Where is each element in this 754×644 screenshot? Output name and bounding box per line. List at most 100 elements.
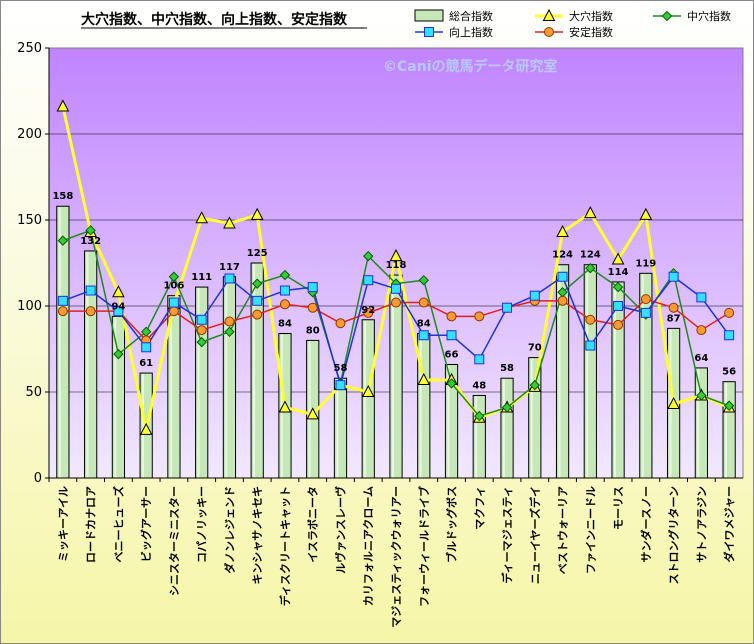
x-tick-label: シニスターミニスター — [168, 486, 181, 596]
series-point — [85, 285, 96, 296]
series-point — [224, 326, 235, 338]
series-point — [667, 396, 680, 410]
series-point — [57, 295, 68, 306]
series-point — [556, 224, 569, 238]
bar-highlight — [391, 276, 394, 478]
legend-marker — [424, 27, 434, 37]
bar-highlight — [725, 382, 728, 478]
series-point — [585, 340, 596, 351]
bar-highlight — [475, 396, 478, 478]
bar-highlight — [225, 277, 228, 478]
legend-label: 総合指数 — [449, 9, 493, 23]
series-point — [113, 306, 124, 317]
series-point — [391, 283, 401, 294]
bar-highlight — [530, 358, 533, 478]
series-point — [168, 297, 179, 308]
series-point — [196, 325, 207, 336]
bar — [500, 377, 514, 479]
series-point — [639, 207, 653, 220]
y-tick-label: 250 — [17, 41, 42, 56]
x-tick-label: ダイワメジャー — [722, 486, 736, 562]
series-point — [418, 330, 429, 341]
y-tick-label: 0 — [34, 471, 42, 486]
series-point — [113, 348, 124, 360]
x-tick-label: ベニーヒューズ — [111, 486, 125, 562]
series-point — [418, 274, 429, 286]
series-point — [418, 297, 429, 308]
bar-highlight — [586, 265, 589, 478]
y-tick-label: 100 — [17, 299, 42, 314]
legend-label: 安定指数 — [569, 25, 613, 39]
bar — [694, 367, 708, 479]
bar-highlight — [169, 296, 172, 478]
x-tick-label: フォーウィールドライブ — [417, 486, 431, 607]
series-point — [57, 306, 68, 317]
x-tick-label: マジェスティックウォリアー — [390, 486, 403, 628]
series-point — [583, 206, 597, 219]
x-tick-label: イスラボニータ — [306, 486, 320, 563]
series-point — [723, 400, 735, 411]
bar-data-label: 132 — [80, 236, 101, 247]
series-point — [529, 290, 540, 301]
bar-highlight — [447, 365, 450, 478]
legend-label: 中穴指数 — [687, 9, 731, 23]
bar-data-label: 58 — [500, 363, 514, 374]
bar-highlight — [197, 288, 200, 478]
series-point — [57, 235, 69, 246]
bar-data-label: 94 — [111, 301, 125, 312]
bar — [722, 381, 736, 479]
series-point — [696, 325, 707, 336]
bar-highlight — [613, 282, 616, 478]
bar-highlight — [114, 317, 117, 478]
series-point — [335, 380, 346, 391]
bar-data-label: 56 — [722, 367, 736, 378]
bar-highlight — [280, 334, 283, 478]
x-tick-label: ディーマジェスティ — [500, 486, 514, 584]
series-point — [141, 342, 152, 353]
series-point — [85, 306, 96, 317]
series-point — [168, 271, 180, 282]
series-point — [335, 318, 346, 329]
series-point — [724, 330, 735, 341]
series-point — [112, 285, 125, 298]
legend-swatch — [414, 9, 444, 22]
series-point — [640, 307, 651, 318]
x-tick-label: ベストウォーリア — [557, 486, 570, 574]
bar-data-label: 92 — [361, 305, 375, 316]
series-point — [250, 207, 264, 220]
bar-data-label: 61 — [139, 358, 153, 369]
x-tick-label: コパノリッキー — [196, 486, 209, 563]
bar-highlight — [86, 251, 89, 478]
bar-data-label: 124 — [552, 250, 573, 261]
y-tick-label: 150 — [17, 213, 42, 228]
x-tick-label: マクフィ — [473, 486, 486, 530]
x-tick-label: サンダースノー — [639, 486, 653, 562]
series-point — [557, 295, 568, 306]
bar-data-label: 84 — [278, 319, 292, 330]
bar-highlight — [419, 334, 422, 478]
series-point — [85, 225, 96, 236]
bar-highlight — [641, 274, 644, 478]
x-tick-label: カリフォルニアクローム — [362, 486, 375, 606]
series-point — [474, 354, 485, 365]
series-point — [279, 299, 290, 310]
series-point — [613, 319, 624, 330]
bar-data-label: 111 — [191, 272, 212, 283]
legend-marker — [661, 10, 673, 22]
series-point — [307, 282, 318, 293]
bar — [472, 394, 486, 479]
series-point — [195, 211, 209, 224]
series-point — [446, 330, 457, 341]
bar-data-label: 117 — [219, 262, 240, 273]
chart-title: 大穴指数、中穴指数、向上指数、安定指数 — [81, 11, 348, 28]
bar-data-label: 64 — [694, 353, 708, 364]
bar-data-label: 118 — [386, 260, 407, 271]
series-point — [613, 301, 624, 311]
bar-highlight — [697, 368, 700, 478]
series-point — [417, 372, 431, 385]
legend-marker — [542, 8, 556, 21]
bar-data-label: 48 — [472, 380, 486, 391]
x-tick-label: ファインニードル — [584, 486, 597, 574]
